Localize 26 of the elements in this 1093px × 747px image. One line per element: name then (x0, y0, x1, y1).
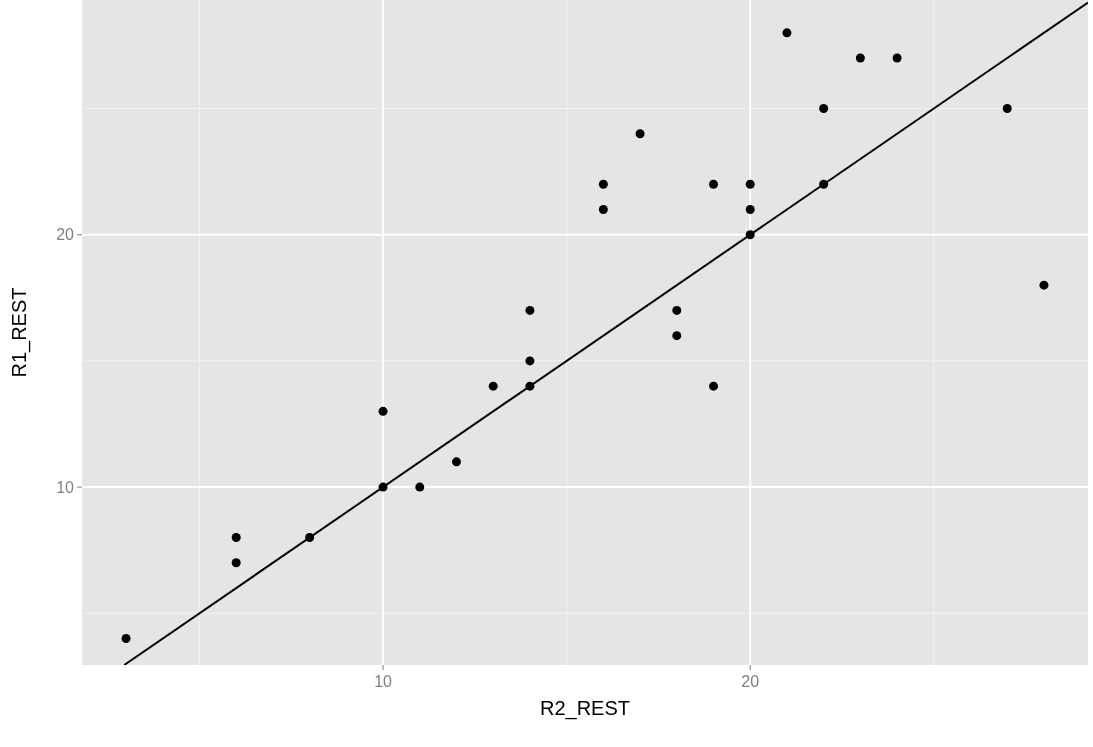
point (782, 28, 792, 38)
point (378, 406, 388, 416)
y-axis-title: R1_REST (8, 287, 31, 378)
point (525, 356, 535, 366)
point (819, 104, 829, 114)
point (709, 381, 718, 391)
point (415, 482, 425, 492)
point (231, 558, 241, 568)
point (598, 204, 608, 214)
point (1002, 104, 1012, 114)
point (598, 179, 608, 189)
point (121, 634, 131, 643)
point (452, 457, 461, 467)
point (231, 533, 241, 543)
point (745, 179, 755, 189)
point (855, 53, 865, 63)
x-axis-title: R2_REST (539, 697, 631, 720)
point (745, 204, 755, 214)
point (635, 129, 645, 139)
point (672, 305, 682, 315)
point (672, 331, 682, 341)
point (892, 53, 902, 63)
point (488, 381, 498, 391)
point (709, 179, 718, 189)
point (1039, 280, 1049, 290)
point (525, 305, 535, 315)
